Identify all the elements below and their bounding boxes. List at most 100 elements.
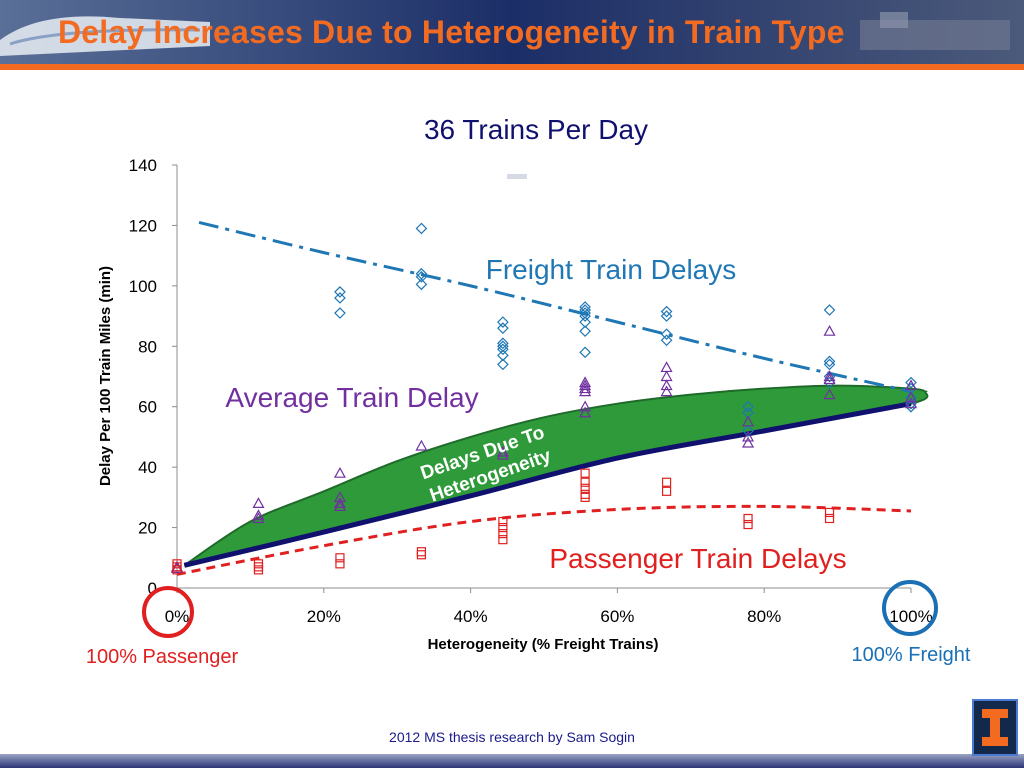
banner-graphic <box>0 0 1024 64</box>
freight-point <box>823 304 836 316</box>
average-point <box>823 324 836 336</box>
average-point <box>333 466 346 478</box>
y-tick-label: 60 <box>138 398 157 417</box>
passenger-point <box>335 559 345 569</box>
average-point <box>415 439 428 451</box>
y-tick-label: 40 <box>138 458 157 477</box>
y-tick-label: 0 <box>148 579 157 598</box>
freight-point <box>579 310 591 322</box>
passenger-point <box>743 513 753 524</box>
y-tick-label: 80 <box>138 337 157 356</box>
freight-point <box>497 343 509 356</box>
freight-point <box>579 325 591 338</box>
average-point <box>904 379 918 391</box>
average_line-trend-line <box>183 401 912 568</box>
passenger-point <box>661 477 672 487</box>
average-point <box>579 400 592 412</box>
freight-point <box>742 425 754 437</box>
chart-axes: 0 20 40 60 80 100 120 140 0% 20% 40% 60% 80% 100% <box>129 156 933 626</box>
x-tick-label: 80% <box>747 607 781 626</box>
average-point <box>660 361 673 373</box>
x-tick-label: 20% <box>307 607 341 626</box>
freight-end-label: 100% Freight <box>852 644 971 666</box>
passenger-point <box>580 489 590 499</box>
average-delay-label: Average Train Delay <box>225 382 478 413</box>
freight-point <box>579 346 591 359</box>
average-point <box>496 445 509 457</box>
x-axis-title: Heterogeneity (% Freight Trains) <box>428 636 659 653</box>
average-point <box>904 397 918 409</box>
freight-point <box>579 316 591 328</box>
passenger-point <box>824 507 835 518</box>
average-point <box>333 500 346 512</box>
freight-point <box>497 316 509 328</box>
passenger-point <box>335 553 345 563</box>
freight-point <box>334 307 346 319</box>
freight-point <box>660 328 673 341</box>
freight-point <box>660 305 673 318</box>
passenger-point <box>580 483 590 493</box>
average-point <box>742 430 755 442</box>
freight-trend-line <box>198 220 912 394</box>
freight-point <box>905 376 917 389</box>
block-i-icon <box>982 709 1008 746</box>
passenger-point <box>172 565 182 575</box>
average-point <box>742 415 755 427</box>
passenger-point <box>580 492 590 502</box>
chart-title: 36 Trains Per Day <box>424 114 648 145</box>
freight-point <box>579 301 591 313</box>
footer-credit: 2012 MS thesis research by Sam Sogin <box>389 729 635 745</box>
average-point <box>823 373 836 385</box>
passenger-point <box>661 486 672 496</box>
freight-point <box>823 370 836 383</box>
average-point <box>252 512 265 524</box>
freight-point <box>334 286 346 298</box>
average-point <box>660 370 673 382</box>
freight-point <box>823 358 836 371</box>
y-tick-label: 120 <box>129 216 157 235</box>
passenger-point <box>580 468 590 478</box>
x-tick-label: 100% <box>889 607 932 626</box>
passenger-point <box>743 519 753 530</box>
passenger-end-label: 100% Passenger <box>86 646 239 668</box>
freight-point <box>579 307 591 319</box>
data-markers <box>170 222 918 575</box>
banner-accent-stripe <box>0 64 1024 70</box>
header-banner <box>0 0 1024 64</box>
average-point <box>579 382 592 394</box>
average-point <box>742 436 755 448</box>
freight-point <box>497 322 509 335</box>
x-tick-label: 0% <box>165 607 190 626</box>
average-point <box>252 509 265 521</box>
passenger-point <box>253 565 264 575</box>
average-point <box>823 388 836 400</box>
passenger-point <box>253 562 264 572</box>
average-point <box>496 448 509 460</box>
freight-point <box>579 304 591 316</box>
average-point <box>660 385 673 397</box>
average-point <box>823 370 836 382</box>
average-point <box>579 385 592 397</box>
passenger-point <box>498 529 508 539</box>
passenger-point <box>253 559 264 569</box>
freight-point <box>660 310 673 322</box>
freight-point <box>660 334 673 347</box>
university-logo <box>972 699 1018 756</box>
freight-delays-label: Freight Train Delays <box>486 254 737 285</box>
freight-end-circle <box>882 580 938 636</box>
passenger-point <box>824 513 835 524</box>
slide-title: Delay Increases Due to Heterogeneity in … <box>58 14 845 50</box>
x-tick-label: 60% <box>600 607 634 626</box>
average-point <box>579 379 592 391</box>
y-tick-label: 20 <box>138 519 157 538</box>
title-marker <box>507 174 527 179</box>
passenger-delays-label: Passenger Train Delays <box>549 543 846 574</box>
freight-point <box>823 355 836 368</box>
freight-point <box>334 292 346 304</box>
y-axis-title: Delay Per 100 Train Miles (min) <box>97 266 114 486</box>
y-tick-label: 140 <box>129 156 157 175</box>
average-point <box>333 497 346 508</box>
freight-point <box>415 222 428 235</box>
average-point <box>904 391 918 403</box>
x-tick-label: 40% <box>454 607 488 626</box>
